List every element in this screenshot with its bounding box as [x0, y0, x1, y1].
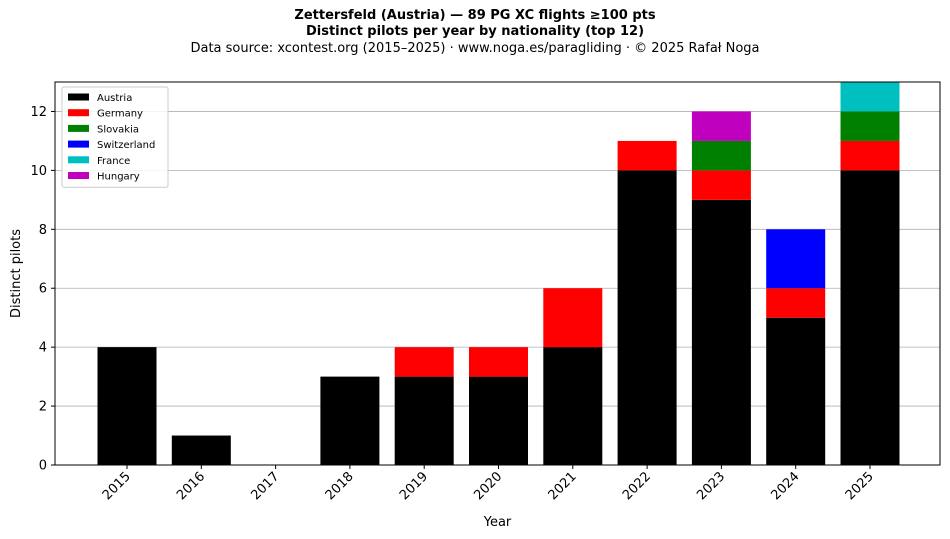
legend-swatch	[68, 140, 89, 148]
bar-germany-2024	[766, 288, 826, 318]
legend-swatch	[68, 156, 89, 164]
legend-label: Slovakia	[97, 124, 139, 135]
bar-germany-2022	[617, 140, 677, 171]
bar-slovakia-2025	[840, 111, 900, 141]
bar-france-2025	[840, 82, 900, 112]
x-tick-label: 2018	[323, 469, 357, 503]
x-tick-label: 2025	[843, 469, 877, 503]
bar-germany-2019	[394, 347, 454, 377]
x-tick-label: 2020	[471, 469, 505, 503]
bar-austria-2022	[617, 170, 677, 465]
bar-austria-2019	[394, 376, 454, 465]
y-tick-label: 12	[30, 105, 47, 120]
bar-switzerland-2024	[766, 229, 826, 289]
title-block: Zettersfeld (Austria) — 89 PG XC flights…	[0, 8, 950, 57]
y-tick-label: 4	[39, 341, 47, 356]
y-axis: 0 2 4 6 8 10 12	[30, 105, 55, 474]
bar-germany-2023	[691, 170, 751, 200]
x-tick-label: 2017	[248, 469, 282, 503]
y-tick-label: 10	[30, 164, 47, 179]
bar-slovakia-2023	[691, 140, 751, 171]
bar-austria-2024	[766, 317, 826, 465]
legend-label: Germany	[97, 109, 143, 120]
bar-germany-2025	[840, 140, 900, 171]
x-tick-label: 2021	[546, 469, 580, 503]
bar-germany-2021	[543, 288, 603, 348]
x-tick-label: 2022	[620, 469, 654, 503]
bar-austria-2021	[543, 347, 603, 465]
bar-austria-2025	[840, 170, 900, 465]
chart-subtitle: Distinct pilots per year by nationality …	[305, 24, 645, 39]
y-tick-label: 8	[39, 223, 47, 238]
legend-swatch	[68, 109, 89, 117]
legend-label: France	[97, 156, 130, 167]
x-axis: 2015 2016 2017 2018 2019 2020 2021 2022 2023 2024…	[100, 465, 877, 503]
bar-austria-2018	[320, 376, 380, 465]
bars	[97, 82, 900, 465]
legend-swatch	[68, 124, 89, 132]
legend-label: Switzerland	[97, 140, 155, 151]
bar-austria-2015	[97, 347, 157, 465]
x-tick-label: 2015	[100, 469, 134, 503]
x-tick-label: 2023	[694, 469, 728, 503]
legend-swatch	[68, 172, 89, 179]
x-tick-label: 2024	[769, 469, 803, 503]
x-axis-label: Year	[483, 515, 512, 530]
bar-austria-2020	[469, 376, 528, 465]
legend: Austria Germany Slovakia Switzerland France H…	[61, 86, 169, 188]
y-tick-label: 0	[39, 459, 47, 474]
legend-label: Hungary	[97, 172, 140, 183]
x-tick-label: 2016	[174, 469, 208, 503]
y-tick-label: 2	[39, 400, 47, 415]
y-tick-label: 6	[39, 282, 47, 297]
chart-title: Zettersfeld (Austria) — 89 PG XC flights…	[294, 8, 656, 23]
plot-frame	[54, 81, 941, 466]
legend-label: Austria	[97, 93, 132, 104]
legend-swatch	[68, 93, 89, 101]
chart-source: Data source: xcontest.org (2015–2025) · …	[190, 41, 760, 56]
bar-germany-2020	[469, 347, 528, 377]
bar-austria-2023	[691, 199, 751, 465]
y-axis-label: Distinct pilots	[9, 229, 24, 318]
bar-hungary-2023	[691, 111, 751, 141]
x-tick-label: 2019	[397, 469, 431, 503]
bar-austria-2016	[171, 435, 231, 465]
